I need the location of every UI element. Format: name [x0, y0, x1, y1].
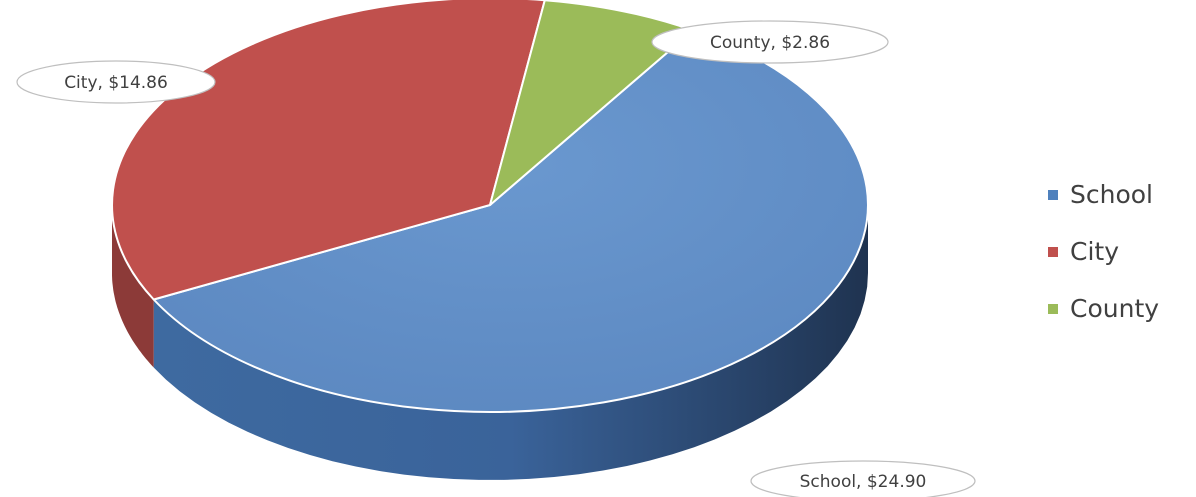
data-labels: School, $24.90 City, $14.86 County, $2.86	[16, 20, 976, 497]
legend-item-county: County	[1048, 280, 1159, 337]
legend-label-school: School	[1070, 180, 1153, 209]
legend-swatch-county	[1048, 303, 1058, 314]
pie-side-city	[112, 205, 154, 368]
data-label-text-school: School, $24.90	[800, 472, 927, 492]
legend-swatch-city	[1048, 246, 1058, 257]
data-label-school: School, $24.90	[750, 460, 976, 497]
legend-swatch-school	[1048, 189, 1058, 200]
pie-slices	[111, 0, 869, 413]
pie-side-school	[153, 205, 868, 480]
data-label-city: City, $14.86	[16, 60, 216, 104]
data-label-bubble-city	[16, 60, 216, 104]
pie-slice-school	[152, 29, 869, 413]
data-label-text-city: City, $14.86	[64, 73, 168, 93]
data-label-bubble-county	[651, 20, 889, 64]
legend-item-city: City	[1048, 223, 1159, 280]
data-label-county: County, $2.86	[651, 20, 889, 64]
data-label-bubble-school	[750, 460, 976, 497]
data-label-text-county: County, $2.86	[710, 33, 830, 53]
legend-label-county: County	[1070, 294, 1160, 323]
legend-item-school: School	[1048, 166, 1159, 223]
legend: School City County	[1048, 166, 1159, 337]
pie-side-wall	[112, 205, 868, 480]
legend-label-city: City	[1070, 237, 1119, 266]
